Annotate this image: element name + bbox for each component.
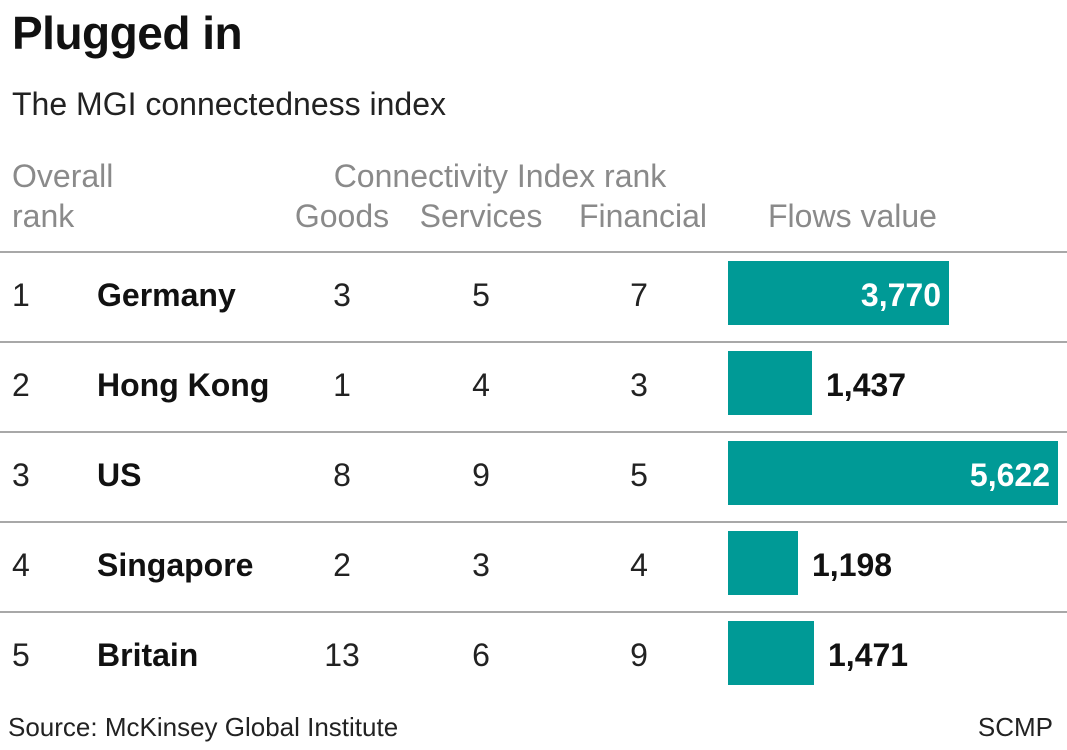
row-divider xyxy=(0,341,1067,343)
header-connectivity-group: Connectivity Index rank xyxy=(333,158,667,194)
flows-value-label: 1,437 xyxy=(826,367,907,403)
row-divider xyxy=(0,431,1067,433)
row-rank: 1 xyxy=(12,277,30,313)
row-goods-rank: 2 xyxy=(333,547,351,583)
flows-bar xyxy=(728,621,814,685)
flows-bar xyxy=(728,441,1058,505)
row-divider xyxy=(0,251,1067,253)
row-goods-rank: 1 xyxy=(333,367,351,403)
row-country: Britain xyxy=(97,637,199,673)
row-divider xyxy=(0,521,1067,523)
row-services-rank: 3 xyxy=(472,547,490,583)
header-flows-value: Flows value xyxy=(768,198,937,234)
row-financial-rank: 7 xyxy=(630,277,648,313)
row-rank: 2 xyxy=(12,367,30,403)
row-services-rank: 5 xyxy=(472,277,490,313)
chart-title: Plugged in xyxy=(12,7,243,59)
header-services: Services xyxy=(419,198,543,234)
row-goods-rank: 13 xyxy=(324,637,360,673)
row-financial-rank: 4 xyxy=(630,547,648,583)
source-note: Source: McKinsey Global Institute xyxy=(8,712,399,742)
row-financial-rank: 5 xyxy=(630,457,648,493)
row-financial-rank: 9 xyxy=(630,637,648,673)
header-overall-rank-line2: rank xyxy=(12,198,75,234)
row-financial-rank: 3 xyxy=(630,367,648,403)
flows-value-label: 3,770 xyxy=(860,277,941,313)
row-country: Germany xyxy=(97,277,236,313)
flows-value-label: 1,471 xyxy=(828,637,909,673)
flows-bar xyxy=(728,261,949,325)
row-services-rank: 9 xyxy=(472,457,490,493)
header-overall-rank-line1: Overall xyxy=(12,158,114,194)
flows-value-label: 1,198 xyxy=(812,547,893,583)
row-rank: 3 xyxy=(12,457,30,493)
row-country: Singapore xyxy=(97,547,254,583)
row-rank: 4 xyxy=(12,547,30,583)
flows-bar xyxy=(728,531,798,595)
row-rank: 5 xyxy=(12,637,30,673)
row-services-rank: 4 xyxy=(472,367,490,403)
publisher-credit: SCMP xyxy=(977,712,1053,742)
row-country: US xyxy=(97,457,142,493)
header-financial: Financial xyxy=(578,198,708,234)
chart-subtitle: The MGI connectedness index xyxy=(12,86,447,122)
flows-value-label: 5,622 xyxy=(969,457,1050,493)
row-divider xyxy=(0,611,1067,613)
row-services-rank: 6 xyxy=(472,637,490,673)
row-country: Hong Kong xyxy=(97,367,270,403)
header-goods: Goods xyxy=(294,198,390,234)
row-goods-rank: 8 xyxy=(333,457,351,493)
row-goods-rank: 3 xyxy=(333,277,351,313)
flows-bar xyxy=(728,351,812,415)
